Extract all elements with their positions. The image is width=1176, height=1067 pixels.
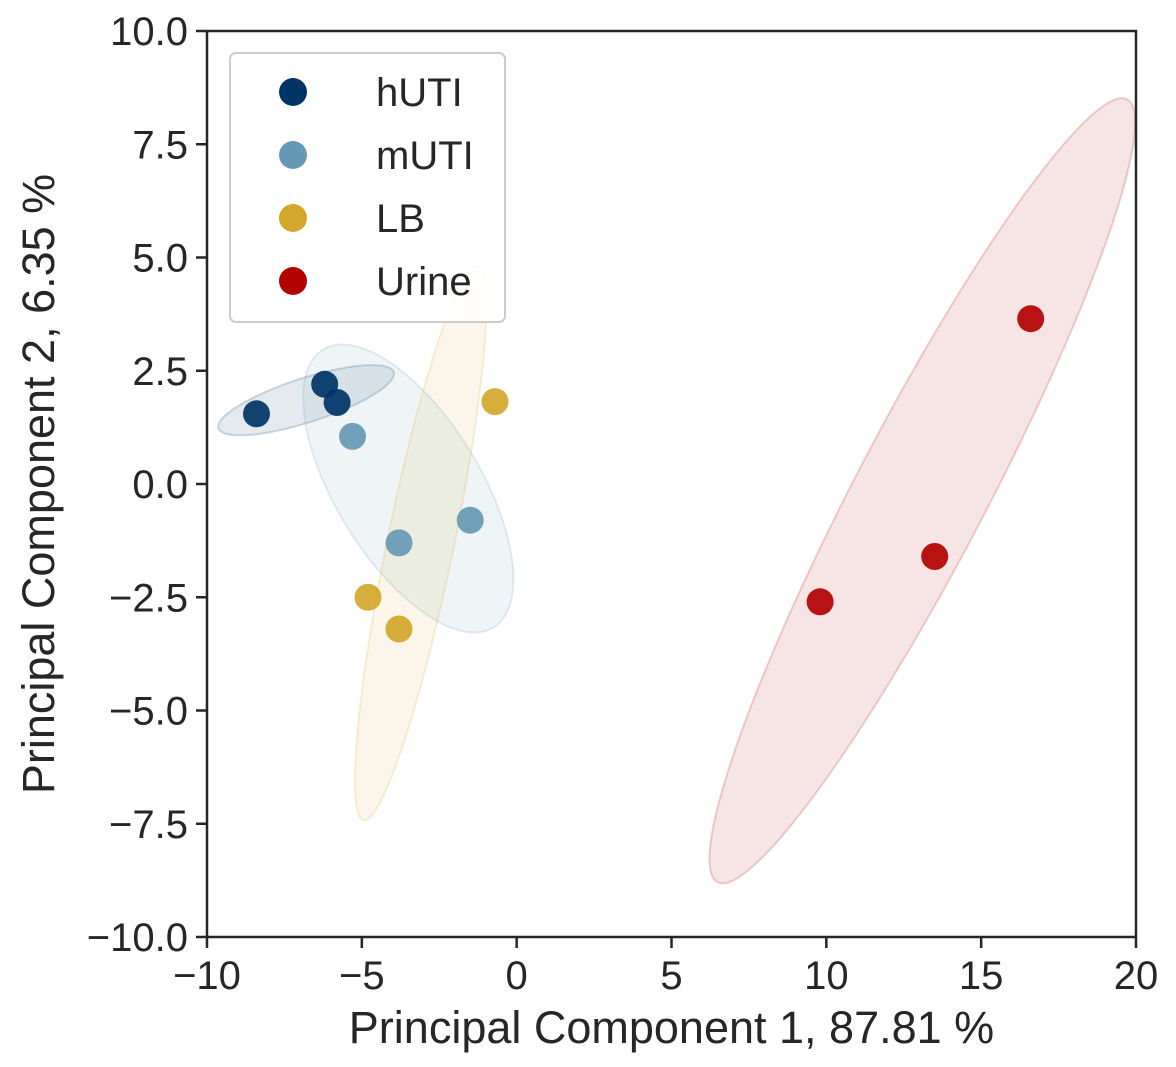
y-tick-label: 5.0: [132, 237, 188, 281]
legend-label-huti: hUTI: [376, 71, 463, 115]
y-tick-label: −7.5: [109, 803, 188, 847]
x-tick-label: 15: [959, 954, 1004, 998]
point-huti: [323, 389, 351, 416]
legend: hUTI mUTI LB Urine: [229, 52, 506, 323]
y-tick-label: −2.5: [109, 576, 188, 620]
x-tick-label: −10: [173, 954, 241, 998]
point-huti: [243, 400, 270, 428]
y-tick-label: 7.5: [132, 123, 188, 167]
point-lb: [481, 388, 509, 416]
y-axis-label: Principal Component 2, 6.35 %: [13, 174, 64, 794]
point-urine: [806, 588, 834, 616]
legend-marker-huti: [279, 78, 307, 106]
data-points: [243, 305, 1045, 643]
x-tick-label: −5: [339, 954, 385, 998]
ellipse-lb: [353, 264, 488, 822]
legend-marker-urine: [279, 267, 307, 295]
point-lb: [385, 615, 413, 643]
x-tick-label: 10: [804, 954, 849, 998]
legend-marker-muti: [279, 141, 307, 169]
ellipse-muti: [302, 343, 515, 634]
point-urine: [921, 543, 949, 570]
x-tick-label: 0: [506, 954, 528, 998]
legend-label-muti: mUTI: [376, 134, 474, 178]
y-tick-label: 2.5: [132, 350, 188, 394]
point-urine: [1017, 305, 1045, 333]
point-muti: [456, 506, 484, 534]
point-lb: [354, 583, 382, 611]
x-tick-label: 5: [660, 954, 682, 998]
legend-marker-lb: [279, 204, 307, 232]
x-axis-label: Principal Component 1, 87.81 %: [349, 1002, 994, 1053]
point-muti: [385, 529, 413, 557]
confidence-ellipses: [217, 97, 1136, 885]
y-tick-label: −10.0: [87, 916, 188, 960]
point-muti: [339, 422, 366, 450]
y-tick-label: −5.0: [109, 690, 188, 734]
legend-box: [229, 52, 506, 323]
y-tick-label: 0.0: [132, 463, 188, 507]
legend-label-lb: LB: [376, 197, 425, 241]
x-axis-ticks: −10 −5 0 5 10 15 20: [173, 937, 1158, 998]
y-axis-ticks: −10.0 −7.5 −5.0 −2.5 0.0 2.5 5.0 7.5 10.0: [87, 10, 207, 960]
y-tick-label: 10.0: [110, 10, 188, 54]
x-tick-label: 20: [1114, 954, 1159, 998]
ellipse-urine: [708, 97, 1136, 885]
legend-label-urine: Urine: [376, 260, 472, 304]
